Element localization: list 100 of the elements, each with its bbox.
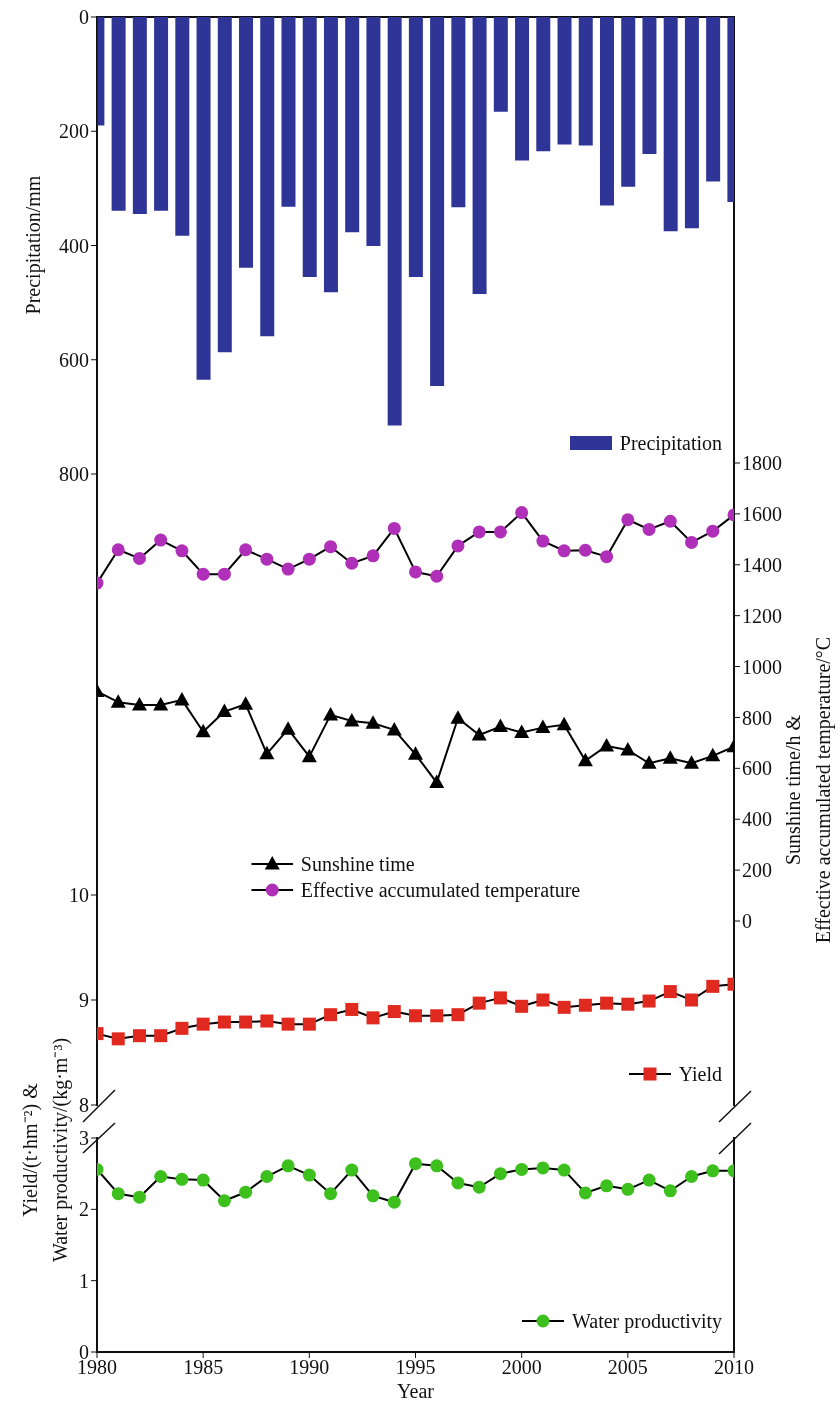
point (471, 727, 487, 741)
point (239, 1015, 253, 1029)
legend-label: Sunshine time (300, 852, 415, 877)
point (196, 567, 210, 581)
bar (472, 17, 487, 295)
point (685, 993, 699, 1007)
point (344, 713, 360, 727)
point (324, 540, 338, 554)
point (408, 746, 423, 760)
point (430, 569, 444, 583)
bar (132, 17, 147, 215)
bar (515, 17, 530, 161)
bar (578, 17, 593, 146)
point (429, 774, 445, 789)
point (515, 506, 529, 520)
point (577, 752, 593, 767)
point (600, 1179, 614, 1193)
point (111, 1032, 125, 1046)
point (599, 737, 615, 752)
legend-label: Water productivity (571, 1309, 722, 1334)
point (217, 1015, 231, 1029)
point (621, 997, 635, 1011)
y-axis-title: Yield/(t·hm⁻²) & Water productivity/(kg·m⁻³) (18, 1037, 73, 1263)
point (621, 1182, 635, 1196)
bar (684, 17, 699, 229)
point (132, 1029, 146, 1043)
point (238, 696, 254, 710)
point (111, 1187, 125, 1201)
point (409, 1009, 422, 1023)
point (154, 1170, 168, 1184)
point (578, 1186, 592, 1200)
point (515, 999, 529, 1013)
bar (366, 17, 381, 247)
y2-tick-label: 600 (742, 757, 772, 780)
point (387, 1005, 401, 1019)
point (280, 721, 296, 735)
x-tick-label: 1985 (183, 1356, 224, 1379)
bar (345, 17, 360, 233)
y-tick-label: 200 (59, 120, 89, 143)
y2-tick-label: 800 (742, 706, 772, 729)
y-tick-label: 9 (79, 989, 89, 1012)
legend-label: Yield (678, 1062, 722, 1087)
point (175, 1172, 189, 1186)
point (345, 556, 359, 570)
point (663, 1184, 677, 1198)
bar (154, 17, 169, 211)
point (323, 706, 339, 721)
point (301, 748, 317, 763)
point (578, 998, 592, 1012)
point (578, 543, 592, 557)
x-tick-label: 2000 (501, 1356, 542, 1379)
point (493, 1167, 507, 1181)
point (621, 513, 635, 527)
point (514, 724, 530, 738)
point (705, 747, 721, 762)
point (387, 521, 401, 535)
y2-tick-label: 200 (742, 859, 772, 882)
bar (175, 17, 190, 236)
point (641, 755, 657, 769)
bar (281, 17, 296, 207)
point (281, 1159, 295, 1173)
x-tick-label: 1990 (289, 1356, 330, 1379)
point (281, 1017, 295, 1031)
point (556, 716, 572, 731)
point (535, 719, 551, 734)
y2-tick-label: 1800 (742, 452, 782, 475)
point (239, 1185, 253, 1199)
point (132, 1190, 146, 1204)
bar (111, 17, 126, 211)
y2-tick-label: 400 (742, 808, 772, 831)
legend-label: Effective accumulated temperature (300, 878, 581, 903)
bar (493, 17, 508, 112)
point (536, 534, 550, 548)
point (493, 991, 507, 1005)
point (706, 1164, 720, 1178)
point (472, 1180, 486, 1194)
point (493, 525, 507, 539)
point (366, 549, 380, 563)
point (302, 1168, 316, 1182)
y-tick-label: 8 (79, 1094, 89, 1117)
x-tick-label: 1995 (395, 1356, 436, 1379)
point (175, 1021, 189, 1035)
point (111, 543, 125, 557)
point (302, 1017, 316, 1031)
point (430, 1009, 444, 1023)
point (259, 745, 275, 760)
y2-tick-label: 1600 (742, 502, 782, 525)
legend-label: Precipitation (619, 431, 722, 456)
point (302, 552, 316, 566)
point (345, 1002, 359, 1016)
y-tick-label: 800 (59, 463, 89, 486)
bar (557, 17, 572, 145)
point (154, 1029, 168, 1043)
point (642, 994, 656, 1008)
point (684, 755, 700, 769)
point (345, 1163, 359, 1177)
point (131, 696, 147, 711)
y-tick-label: 600 (59, 348, 89, 371)
point (260, 1014, 274, 1028)
point (409, 1157, 422, 1171)
